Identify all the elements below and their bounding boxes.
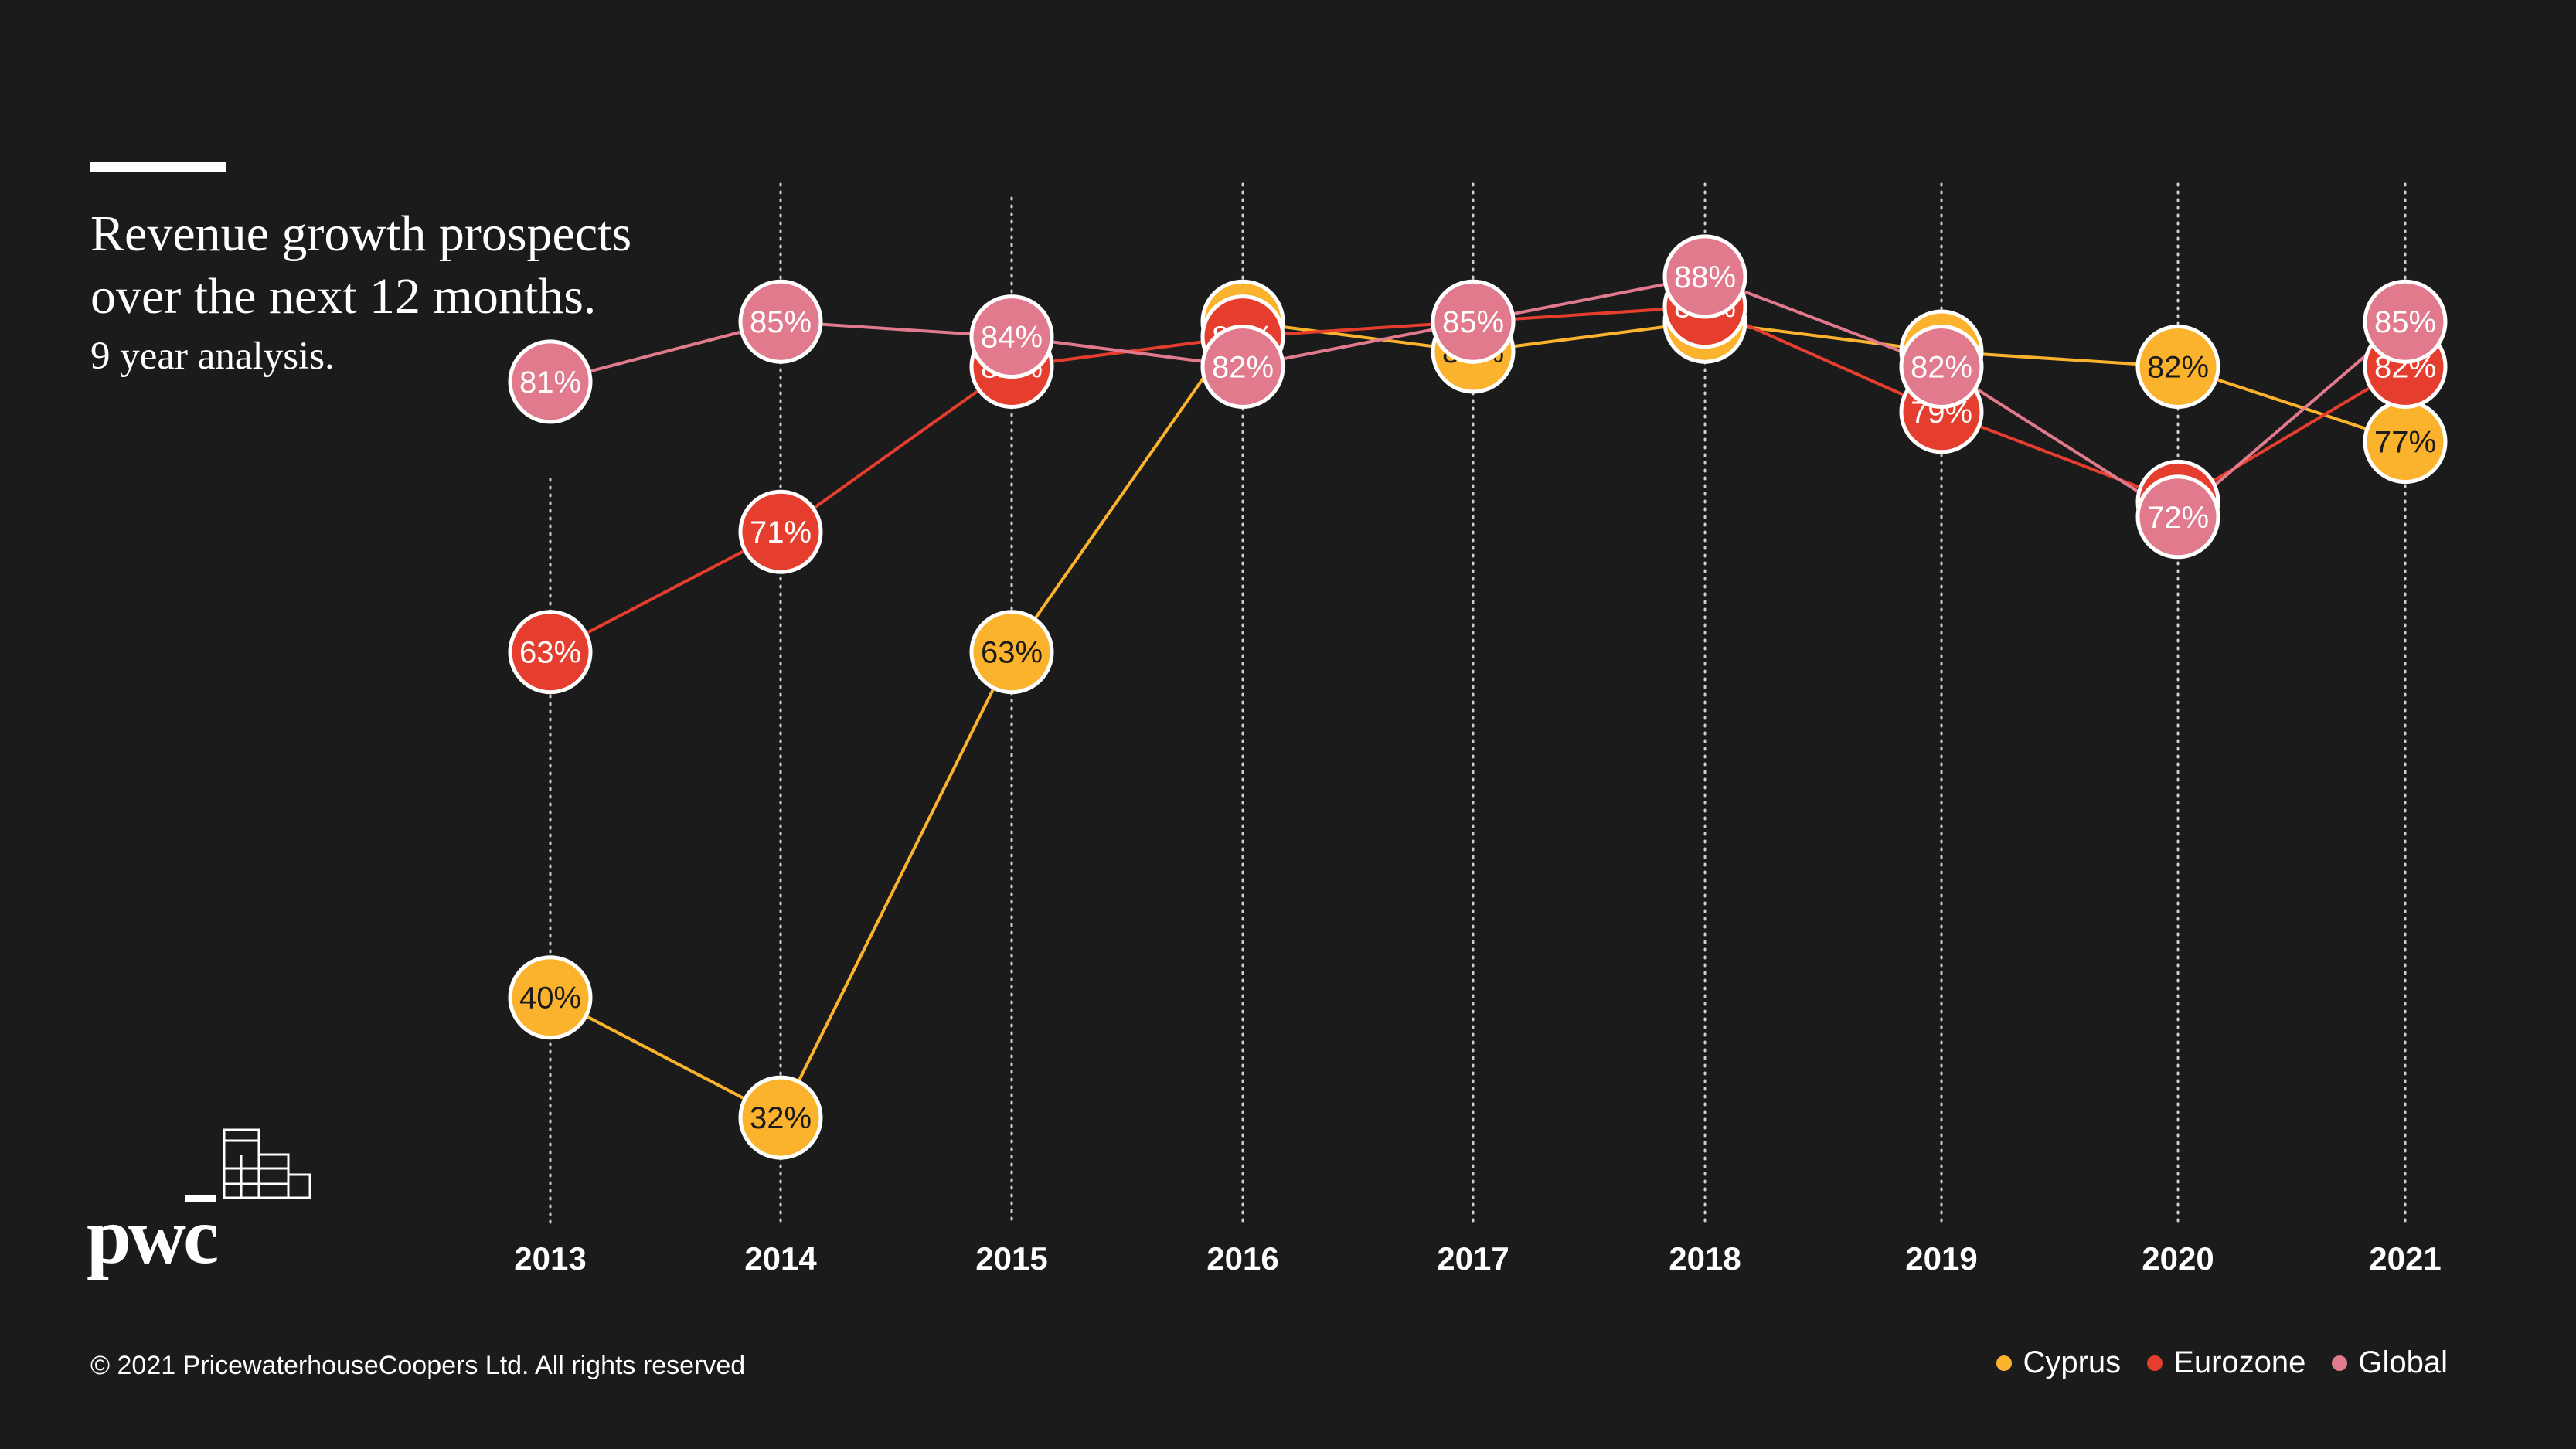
data-label-global-2015: 84% — [981, 321, 1043, 355]
data-label-cyprus-2015: 63% — [981, 636, 1043, 670]
series-points: 40%32%63%85%83%85%83%82%77%63%71%82%84%8… — [508, 234, 2448, 1160]
title-accent-bar — [90, 162, 226, 172]
data-label-global-2019: 82% — [1911, 351, 1972, 385]
x-tick-2013: 2013 — [514, 1240, 586, 1277]
series-lines — [550, 274, 2407, 1120]
data-label-global-2013: 81% — [519, 366, 581, 400]
point-global-2019 — [1899, 325, 1984, 409]
copyright-text: © 2021 PricewaterhouseCoopers Ltd. All r… — [90, 1351, 746, 1380]
legend-item-global: Global — [2332, 1345, 2448, 1380]
series-line-cyprus — [550, 320, 2406, 1120]
x-tick-2018: 2018 — [1669, 1240, 1741, 1277]
logo-underscore — [185, 1195, 216, 1202]
x-tick-2021: 2021 — [2369, 1240, 2441, 1277]
data-label-eurozone-2013: 63% — [519, 636, 581, 670]
legend-item-eurozone: Eurozone — [2147, 1345, 2305, 1380]
chart-title-line-1: Revenue growth prospects — [90, 206, 632, 262]
legend-label-cyprus: Cyprus — [2023, 1345, 2122, 1379]
data-label-global-2014: 85% — [750, 305, 812, 339]
logo-wordmark: pwc — [87, 1192, 217, 1281]
data-label-cyprus-2020: 82% — [2147, 351, 2209, 385]
data-label-cyprus-2021: 77% — [2374, 426, 2436, 460]
point-global-2018 — [1662, 234, 1747, 319]
point-global-2020 — [2135, 474, 2220, 560]
chart-legend: Cyprus Eurozone Global — [1970, 1345, 2448, 1380]
x-tick-2015: 2015 — [975, 1240, 1047, 1277]
point-global-2014 — [738, 279, 823, 364]
point-global-2013 — [508, 339, 593, 424]
data-label-cyprus-2013: 40% — [519, 981, 581, 1015]
x-tick-2016: 2016 — [1206, 1240, 1278, 1277]
chart-title-line-2: over the next 12 months. — [90, 268, 597, 325]
x-tick-2014: 2014 — [744, 1240, 817, 1277]
point-cyprus-2015 — [969, 610, 1054, 695]
data-label-eurozone-2014: 71% — [750, 515, 812, 549]
logo-mark-icon — [223, 1128, 311, 1199]
chart-subtitle: 9 year analysis. — [90, 335, 335, 378]
data-label-global-2017: 85% — [1442, 305, 1504, 339]
x-tick-2017: 2017 — [1437, 1240, 1509, 1277]
data-label-global-2020: 72% — [2147, 501, 2209, 535]
point-global-2021 — [2363, 279, 2448, 364]
data-label-global-2021: 85% — [2374, 305, 2436, 339]
data-label-global-2016: 82% — [1212, 351, 1274, 385]
legend-swatch-cyprus — [1996, 1355, 2013, 1371]
point-global-2017 — [1431, 279, 1516, 364]
point-eurozone-2014 — [738, 489, 823, 574]
legend-label-global: Global — [2358, 1345, 2448, 1379]
pwc-logo: pwc — [87, 1128, 311, 1281]
point-global-2016 — [1200, 325, 1285, 409]
x-axis-ticks: 2013 2014 2015 2016 2017 2018 2019 2020 2021 — [514, 1240, 2441, 1277]
point-eurozone-2013 — [508, 610, 593, 695]
point-cyprus-2020 — [2135, 325, 2220, 409]
x-tick-2020: 2020 — [2142, 1240, 2214, 1277]
title-block: Revenue growth prospects over the next 1… — [90, 202, 631, 383]
x-tick-2019: 2019 — [1905, 1240, 1977, 1277]
point-cyprus-2014 — [738, 1075, 823, 1160]
point-cyprus-2013 — [508, 955, 593, 1040]
point-global-2015 — [969, 294, 1054, 379]
legend-item-cyprus: Cyprus — [1996, 1345, 2121, 1380]
data-label-cyprus-2014: 32% — [750, 1101, 812, 1135]
legend-swatch-global — [2332, 1355, 2348, 1371]
legend-label-eurozone: Eurozone — [2173, 1345, 2306, 1379]
data-label-global-2018: 88% — [1674, 260, 1736, 294]
legend-swatch-eurozone — [2147, 1355, 2163, 1371]
